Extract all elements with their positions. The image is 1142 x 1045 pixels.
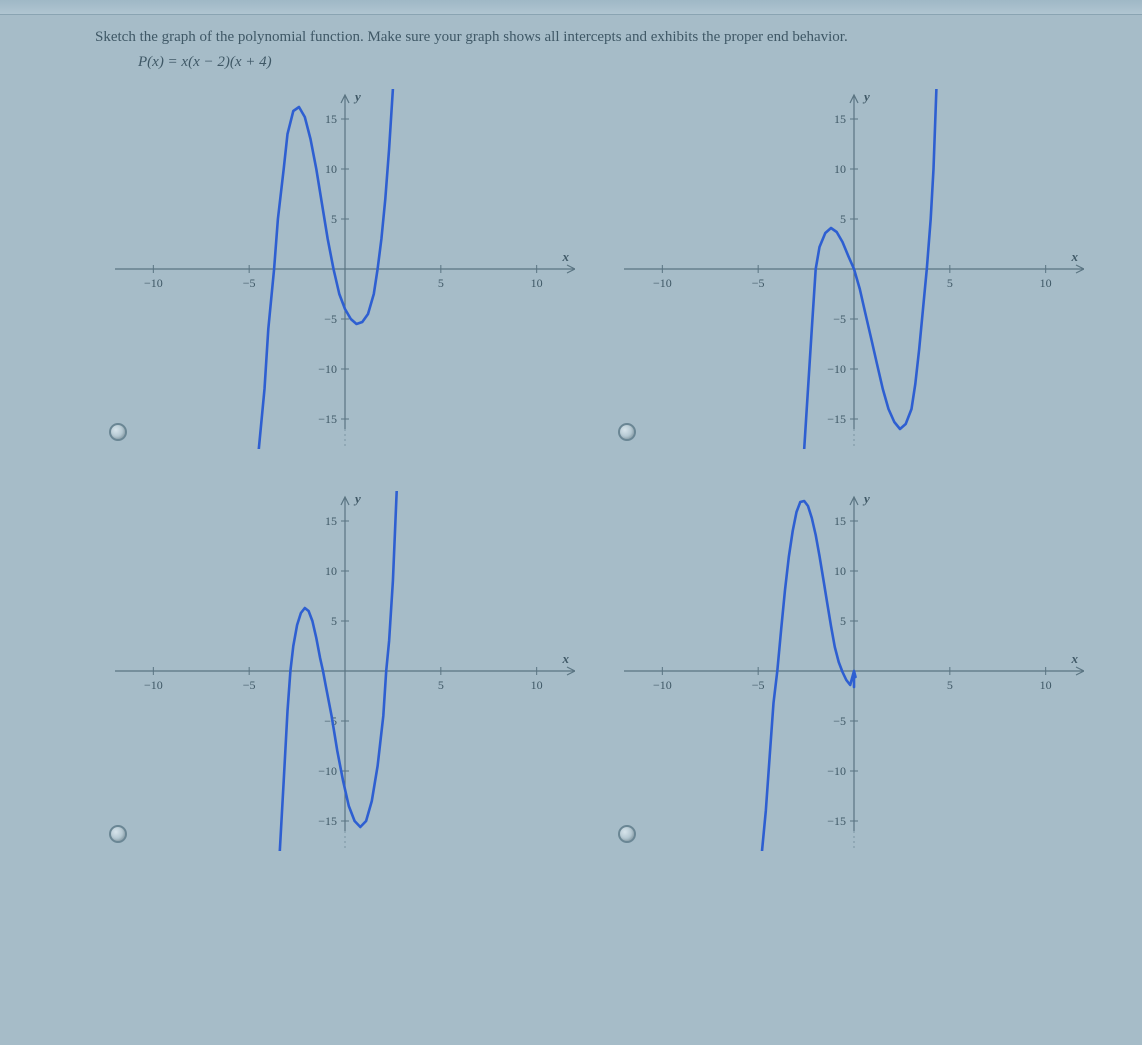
svg-text:−5: −5 (243, 276, 256, 290)
chart-c: −10−551015105−5−10−15xy (115, 491, 575, 851)
svg-text:−10: −10 (144, 678, 163, 692)
chart-d: −10 −5 5 10 15 10 5 −5 −10 −15 x y (624, 491, 1084, 851)
svg-text:−5: −5 (751, 276, 764, 290)
svg-text:15: 15 (834, 112, 846, 126)
svg-text:−15: −15 (827, 814, 846, 828)
svg-text:10: 10 (834, 162, 846, 176)
svg-text:5: 5 (946, 276, 952, 290)
question-formula: P(x) = x(x − 2)(x + 4) (138, 54, 1102, 71)
svg-text:−10: −10 (144, 276, 163, 290)
option-a[interactable]: −10 −5 5 10 15 10 5 −5 −10 −15 x y (115, 89, 594, 449)
svg-text:x: x (1070, 249, 1078, 264)
svg-text:−5: −5 (833, 714, 846, 728)
svg-text:5: 5 (331, 212, 337, 226)
svg-text:5: 5 (438, 678, 444, 692)
svg-text:−10: −10 (652, 678, 671, 692)
svg-text:10: 10 (1039, 276, 1051, 290)
chart-b: −10 −5 5 10 15 10 5 −5 −10 −15 x y (624, 89, 1084, 449)
svg-text:10: 10 (1039, 678, 1051, 692)
radio-a[interactable] (109, 423, 127, 441)
radio-d[interactable] (618, 825, 636, 843)
option-d[interactable]: −10 −5 5 10 15 10 5 −5 −10 −15 x y (624, 491, 1103, 851)
svg-text:x: x (562, 651, 570, 666)
svg-text:−5: −5 (324, 312, 337, 326)
browser-tab-strip (0, 0, 1142, 15)
question-page: Sketch the graph of the polynomial funct… (0, 15, 1142, 1045)
svg-text:y: y (862, 491, 870, 506)
svg-text:−10: −10 (827, 362, 846, 376)
svg-text:−5: −5 (243, 678, 256, 692)
radio-c[interactable] (109, 825, 127, 843)
chart-a: −10 −5 5 10 15 10 5 −5 −10 −15 x y (115, 89, 575, 449)
svg-text:y: y (353, 89, 361, 104)
svg-text:−15: −15 (318, 814, 337, 828)
svg-text:10: 10 (531, 276, 543, 290)
option-b[interactable]: −10 −5 5 10 15 10 5 −5 −10 −15 x y (624, 89, 1103, 449)
svg-text:10: 10 (325, 564, 337, 578)
svg-text:5: 5 (438, 276, 444, 290)
svg-text:−5: −5 (751, 678, 764, 692)
svg-text:−15: −15 (318, 412, 337, 426)
svg-text:10: 10 (325, 162, 337, 176)
svg-text:5: 5 (840, 212, 846, 226)
svg-text:y: y (862, 89, 870, 104)
svg-text:−10: −10 (318, 764, 337, 778)
svg-text:15: 15 (325, 112, 337, 126)
svg-text:−5: −5 (833, 312, 846, 326)
svg-text:−10: −10 (652, 276, 671, 290)
option-c[interactable]: −10−551015105−5−10−15xy (115, 491, 594, 851)
radio-b[interactable] (618, 423, 636, 441)
svg-text:15: 15 (325, 514, 337, 528)
svg-text:10: 10 (834, 564, 846, 578)
svg-text:−10: −10 (827, 764, 846, 778)
svg-text:y: y (353, 491, 361, 506)
svg-text:x: x (1070, 651, 1078, 666)
svg-text:15: 15 (834, 514, 846, 528)
svg-text:5: 5 (946, 678, 952, 692)
options-grid: −10−551015105−5−10−15xy −10−551015105−5−… (115, 89, 1102, 851)
svg-text:x: x (562, 249, 570, 264)
svg-text:−15: −15 (827, 412, 846, 426)
question-prompt: Sketch the graph of the polynomial funct… (95, 29, 1102, 46)
svg-text:−10: −10 (318, 362, 337, 376)
svg-text:5: 5 (840, 614, 846, 628)
svg-text:5: 5 (331, 614, 337, 628)
svg-text:10: 10 (531, 678, 543, 692)
